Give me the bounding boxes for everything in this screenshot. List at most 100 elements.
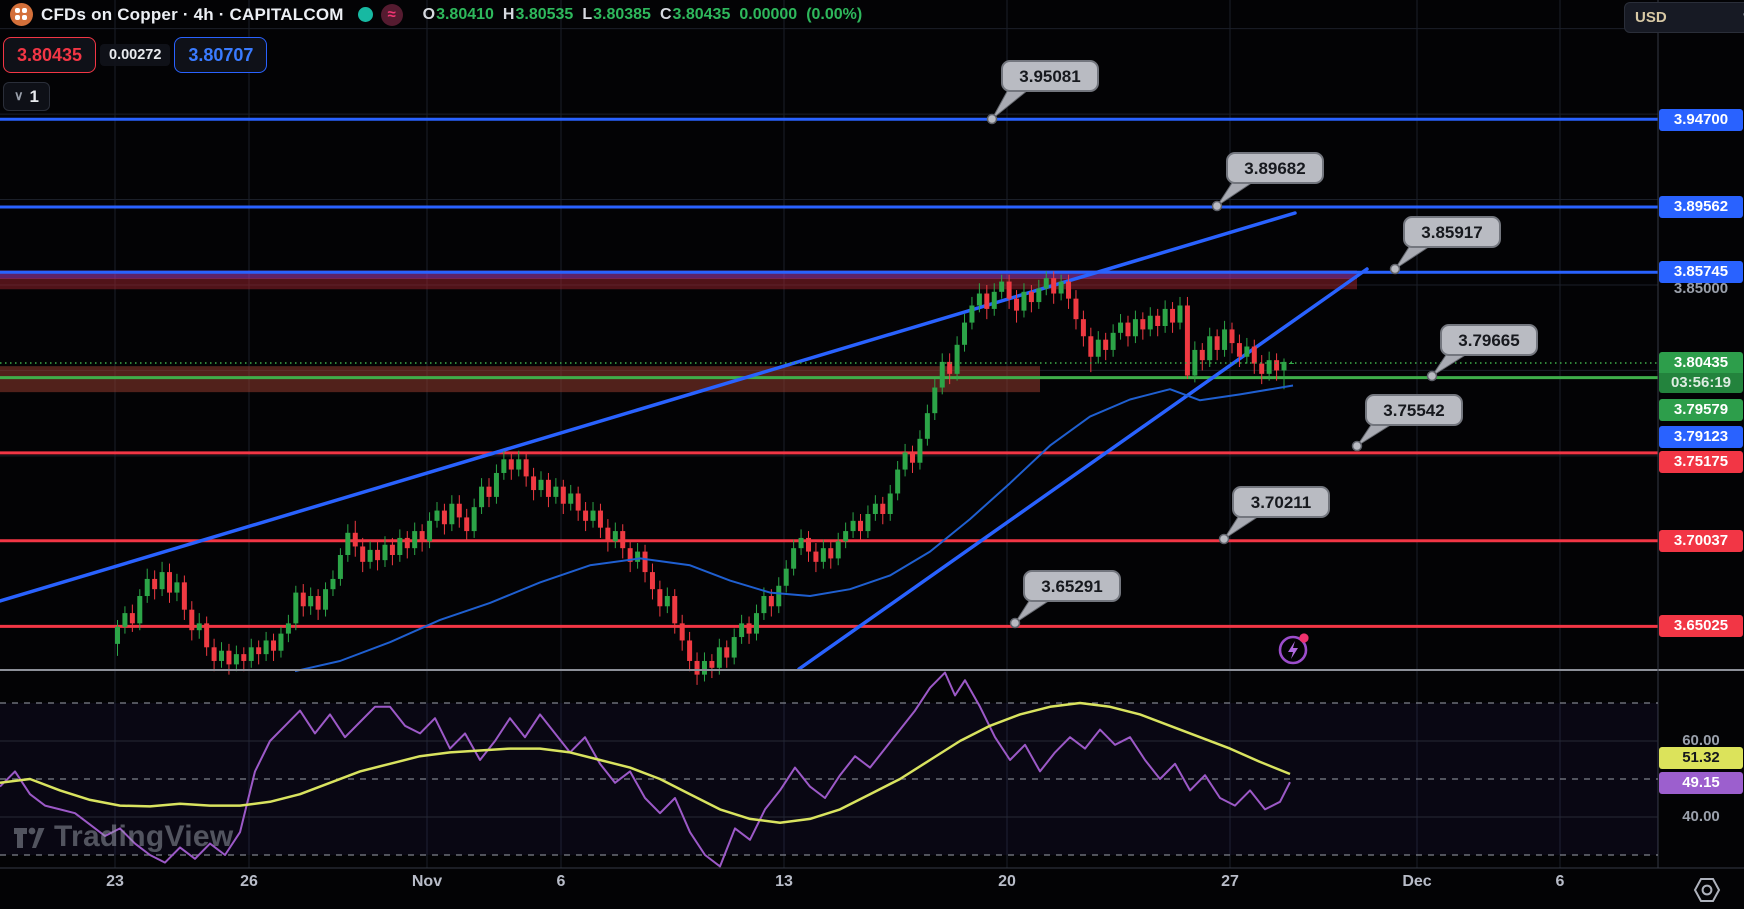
candle-body: [1118, 322, 1124, 333]
candle-body: [226, 650, 232, 665]
candle-body: [947, 361, 953, 374]
candle-body: [798, 537, 804, 549]
candle-body: [1259, 363, 1265, 374]
candle-body: [233, 654, 239, 665]
callout-box: [1440, 324, 1538, 356]
candle-body: [1066, 281, 1072, 299]
symbol-legend[interactable]: CFDs on Copper · 4h · CAPITALCOM ≈ O 3.80…: [10, 3, 862, 26]
price-callout[interactable]: 3.65291: [1009, 570, 1121, 629]
price-callout[interactable]: 3.89682: [1211, 152, 1324, 212]
supply-demand-zone[interactable]: [0, 270, 1357, 280]
callout-box: [1365, 394, 1463, 426]
candle-body: [1088, 336, 1094, 357]
supply-demand-zone[interactable]: [0, 366, 1040, 393]
candle-body: [1028, 291, 1034, 303]
candle-body: [256, 647, 262, 655]
callout-anchor-dot: [1218, 533, 1230, 545]
candle-body: [753, 613, 759, 634]
candle-body: [791, 548, 797, 569]
currency-selector[interactable]: USD ∨: [1624, 2, 1744, 33]
candle-body: [441, 510, 447, 525]
currency-value: USD: [1635, 9, 1667, 26]
candle-body: [999, 281, 1005, 292]
candle-body: [263, 640, 269, 655]
price-callout[interactable]: 3.95081: [986, 60, 1099, 125]
candle-body: [1014, 298, 1020, 311]
candle-body: [850, 520, 856, 532]
time-axis-label: Nov: [412, 873, 442, 890]
rsi-slow-line[interactable]: [0, 701, 1291, 824]
candle-body: [962, 322, 968, 345]
candle-body: [486, 486, 492, 497]
time-axis-label: 6: [1556, 873, 1565, 890]
time-axis-label: 6: [557, 873, 566, 890]
supply-demand-zone[interactable]: [0, 278, 1357, 290]
close-value: 3.80435: [672, 5, 731, 23]
candle-body: [330, 578, 336, 590]
candle-body: [709, 660, 715, 668]
axis-price-badge: 3.70037: [1659, 530, 1743, 552]
candle-body: [1229, 329, 1235, 344]
sell-button[interactable]: 3.80435: [3, 37, 96, 73]
candle-body: [345, 532, 351, 556]
candle-body: [679, 623, 685, 641]
ohlc-legend: O 3.80410 H 3.80535 L 3.80385 C 3.80435 0.00…: [422, 5, 863, 23]
trendline[interactable]: [0, 211, 1297, 603]
axis-price-badge: 51.32: [1659, 747, 1743, 769]
axis-price-badge: 3.89562: [1659, 196, 1743, 218]
candle-body: [1125, 322, 1131, 337]
price-callout[interactable]: 3.79665: [1426, 324, 1538, 382]
candle-body: [865, 513, 871, 532]
candle-body: [1184, 305, 1190, 376]
candle-body: [382, 544, 388, 561]
candle-body: [1051, 278, 1057, 294]
candle-body: [300, 592, 306, 607]
candle-body: [664, 596, 670, 607]
symbol-title[interactable]: CFDs on Copper · 4h · CAPITALCOM: [41, 4, 344, 24]
candle-body: [271, 640, 277, 651]
market-status-icon[interactable]: [357, 7, 373, 22]
candle-body: [501, 459, 507, 473]
candle-body: [976, 293, 982, 306]
candle-body: [954, 344, 960, 374]
candle-body: [115, 626, 120, 644]
price-callout[interactable]: 3.85917: [1389, 216, 1501, 275]
price-callout[interactable]: 3.70211: [1218, 486, 1330, 545]
timezone-hexagon-icon[interactable]: [1692, 876, 1722, 904]
price-callout[interactable]: 3.75542: [1351, 394, 1463, 452]
time-axis-label: 20: [998, 873, 1016, 890]
candle-body: [1110, 332, 1116, 350]
candle-body: [241, 654, 247, 661]
candle-body: [1155, 315, 1161, 327]
spread-value: 0.00272: [100, 44, 171, 66]
buy-button[interactable]: 3.80707: [174, 37, 268, 73]
candle-body: [1095, 339, 1101, 357]
candle-body: [1073, 298, 1079, 320]
candle-body: [1236, 343, 1242, 357]
approx-data-icon[interactable]: ≈: [380, 3, 403, 26]
interval-selector[interactable]: ∨ 1: [3, 82, 50, 111]
trendline[interactable]: [797, 267, 1369, 671]
candle-body: [531, 476, 537, 491]
moving-average-line[interactable]: [294, 384, 1294, 673]
flash-trade-icon[interactable]: [1277, 632, 1311, 666]
candle-body: [181, 582, 187, 610]
candle-body: [323, 589, 329, 610]
rsi-fast-line[interactable]: [0, 671, 1291, 868]
candle-body: [352, 532, 358, 547]
candle-body: [746, 623, 752, 634]
candle-body: [1036, 288, 1042, 303]
time-axis-label: 13: [775, 873, 793, 890]
candle-body: [493, 472, 499, 497]
chevron-down-icon: ∨: [14, 88, 24, 103]
candle-body: [902, 452, 908, 470]
candle-body: [687, 640, 693, 661]
axis-tick-label: 40.00: [1682, 808, 1720, 825]
axis-price-badge: 3.79123: [1659, 426, 1743, 448]
candle-body: [434, 510, 440, 521]
candle-body: [367, 549, 373, 562]
candle-body: [910, 452, 916, 463]
candle-body: [1192, 349, 1198, 376]
candle-body: [397, 537, 403, 556]
